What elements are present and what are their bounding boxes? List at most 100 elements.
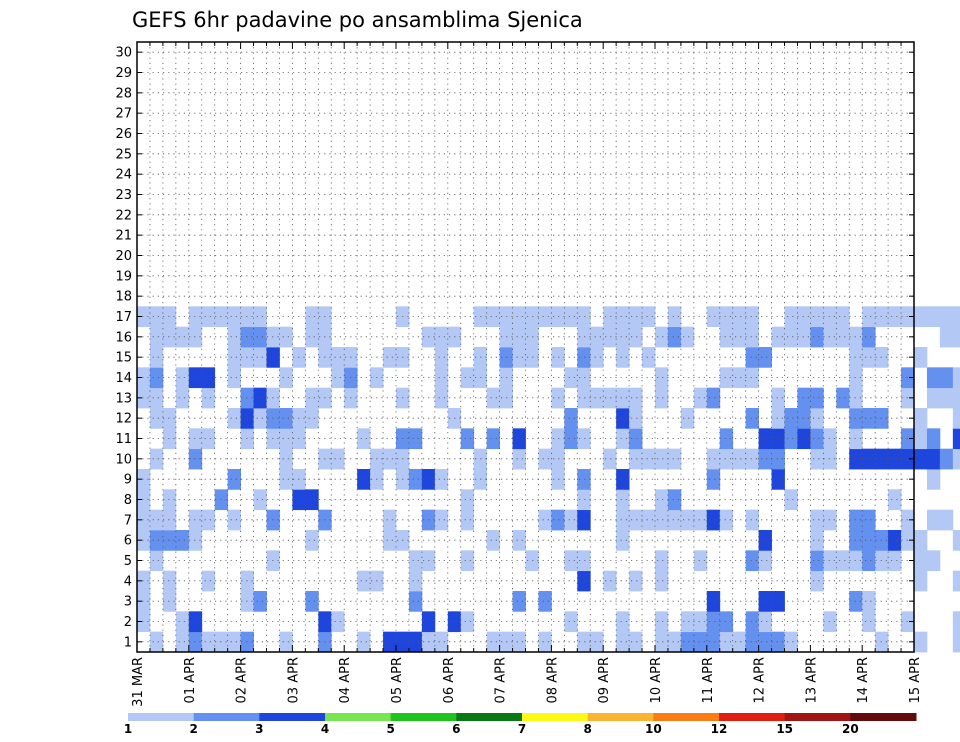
heatmap-cell xyxy=(149,326,164,348)
heatmap-cell xyxy=(888,306,902,328)
heatmap-cell xyxy=(279,469,293,490)
heatmap-cell xyxy=(719,326,734,348)
heatmap-cell xyxy=(162,489,177,511)
heatmap-cell xyxy=(162,306,177,328)
heatmap-cell xyxy=(577,428,591,450)
heatmap-cell xyxy=(719,631,734,653)
heatmap-cell xyxy=(616,347,630,368)
heatmap-cell xyxy=(629,326,643,348)
heatmap-cell xyxy=(175,530,190,551)
heatmap-cell xyxy=(797,387,811,409)
heatmap-cell xyxy=(512,591,526,612)
heatmap-cell xyxy=(201,631,216,653)
heatmap-cell xyxy=(590,631,604,653)
heatmap-cell xyxy=(577,326,591,348)
heatmap-cell xyxy=(758,550,772,572)
heatmap-cell xyxy=(667,509,682,531)
heatmap-cell xyxy=(862,591,876,612)
y-tick-label: 19 xyxy=(115,269,132,284)
heatmap-cell xyxy=(188,631,203,653)
heatmap-cell xyxy=(862,408,876,429)
heatmap-cell xyxy=(577,550,591,572)
heatmap-cell xyxy=(771,469,785,490)
heatmap-cell xyxy=(823,428,837,450)
heatmap-cell xyxy=(188,611,203,633)
heatmap-cell xyxy=(577,489,591,511)
heatmap-cell xyxy=(926,448,941,470)
x-tick-label: 31 MAR xyxy=(131,657,146,707)
heatmap-cell xyxy=(253,326,267,348)
x-tick-label: 15 APR xyxy=(908,657,923,703)
heatmap-cell xyxy=(629,387,643,409)
y-tick-label: 29 xyxy=(115,66,132,81)
heatmap-cell xyxy=(655,326,669,348)
y-tick-label: 4 xyxy=(124,574,132,589)
heatmap-cell xyxy=(952,326,960,348)
heatmap-cell xyxy=(926,469,941,490)
heatmap-cell xyxy=(823,326,837,348)
heatmap-cell xyxy=(149,448,164,470)
heatmap-cell xyxy=(849,347,863,368)
heatmap-cell xyxy=(732,448,747,470)
heatmap-cell xyxy=(952,570,960,592)
heatmap-cell xyxy=(745,550,759,572)
heatmap-cell xyxy=(784,489,798,511)
x-tick-label: 05 APR xyxy=(390,657,405,703)
heatmap-cell xyxy=(758,428,772,450)
heatmap-cell xyxy=(745,448,759,470)
heatmap-cell xyxy=(667,631,682,653)
heatmap-cell xyxy=(577,570,591,592)
heatmap-cell xyxy=(279,631,293,653)
heatmap-cell xyxy=(616,306,630,328)
heatmap-cell xyxy=(603,306,617,328)
heatmap-cell xyxy=(616,631,630,653)
heatmap-cell xyxy=(616,408,630,429)
heatmap-cell xyxy=(862,530,876,551)
heatmap-cell xyxy=(383,509,397,531)
legend-swatch xyxy=(587,713,654,721)
y-tick-label: 24 xyxy=(115,168,132,183)
heatmap-cell xyxy=(551,448,565,470)
heatmap-cell xyxy=(784,631,798,653)
heatmap-cell xyxy=(188,306,203,328)
heatmap-cell xyxy=(383,347,397,368)
heatmap-cell xyxy=(888,489,902,511)
y-tick-label: 18 xyxy=(115,290,132,305)
x-tick-label: 09 APR xyxy=(597,657,612,703)
chart-title: GEFS 6hr padavine po ansamblima Sjenica xyxy=(132,8,583,32)
heatmap-cell xyxy=(849,367,863,389)
heatmap-cell xyxy=(875,550,889,572)
heatmap-cell xyxy=(434,469,449,490)
heatmap-cell xyxy=(758,530,772,551)
heatmap-cell xyxy=(655,611,669,633)
heatmap-cell xyxy=(939,387,954,409)
heatmap-cell xyxy=(551,306,565,328)
heatmap-cell xyxy=(227,509,241,531)
heatmap-cell xyxy=(149,631,164,653)
heatmap-cell xyxy=(952,408,960,429)
heatmap-cell xyxy=(253,408,267,429)
heatmap-cell xyxy=(512,326,526,348)
heatmap-cell xyxy=(149,387,164,409)
heatmap-cell xyxy=(137,367,151,389)
heatmap-cell xyxy=(512,428,526,450)
legend-label: 15 xyxy=(776,722,793,736)
heatmap-cell xyxy=(810,306,824,328)
x-tick-label: 10 APR xyxy=(649,657,664,703)
heatmap-cell xyxy=(784,428,798,450)
heatmap-cell xyxy=(849,448,863,470)
heatmap-cell xyxy=(434,326,449,348)
heatmap-cell xyxy=(331,611,345,633)
heatmap-cell xyxy=(875,347,889,368)
heatmap-cell xyxy=(305,591,319,612)
heatmap-cell xyxy=(512,306,526,328)
heatmap-cell xyxy=(771,631,785,653)
heatmap-cell xyxy=(227,469,241,490)
heatmap-cell xyxy=(616,489,630,511)
heatmap-cell xyxy=(914,408,928,429)
x-tick-label: 01 APR xyxy=(183,657,198,703)
heatmap-cell xyxy=(434,387,449,409)
heatmap-cell xyxy=(564,611,578,633)
heatmap-cell xyxy=(642,347,656,368)
heatmap-cell xyxy=(590,326,604,348)
